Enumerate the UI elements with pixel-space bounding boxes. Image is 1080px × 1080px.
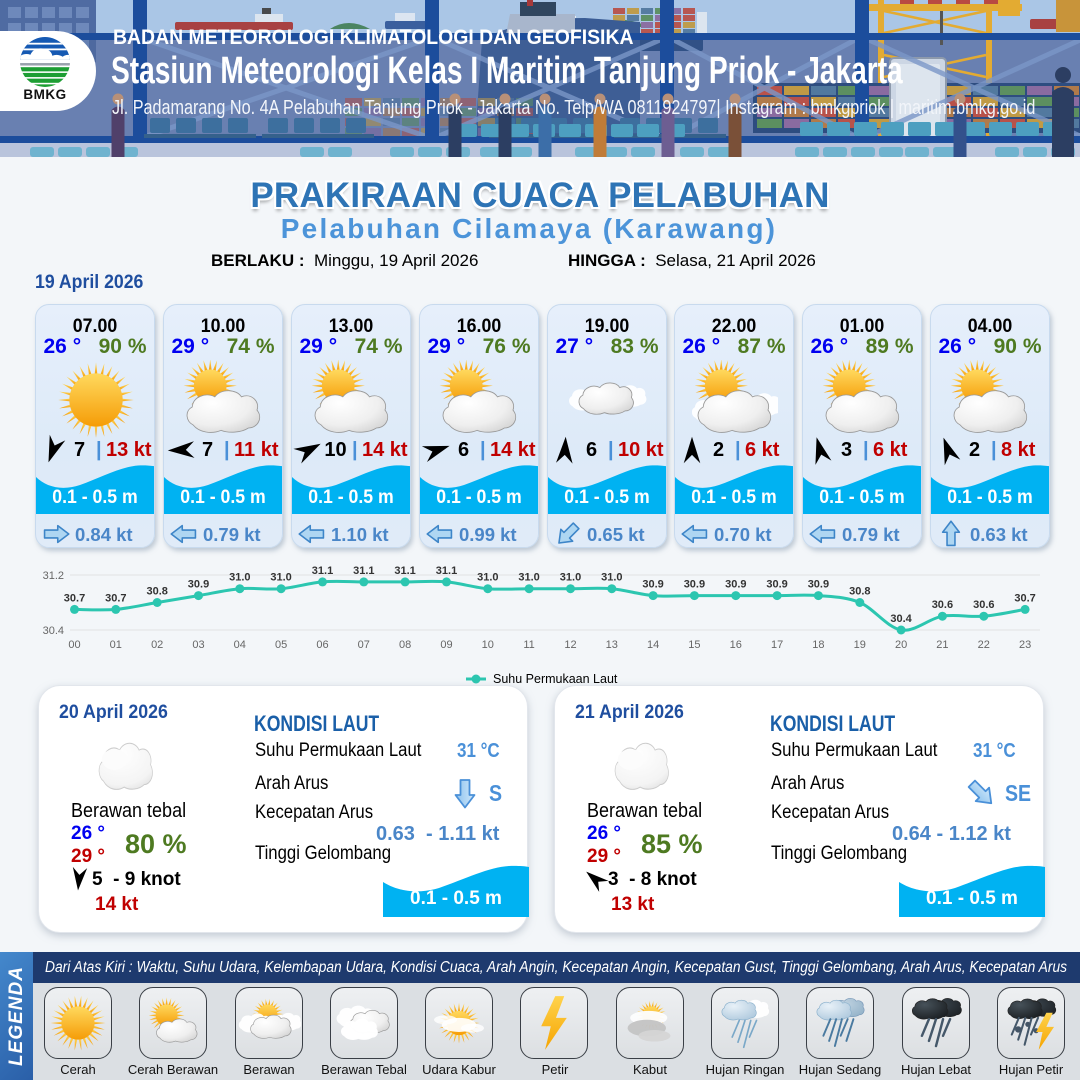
svg-text:30.6: 30.6 [932,599,953,611]
svg-text:30.9: 30.9 [808,579,829,591]
svg-text:20: 20 [895,639,907,651]
svg-text:10: 10 [482,639,494,651]
svg-text:03: 03 [192,639,204,651]
svg-text:30.4: 30.4 [890,613,912,625]
svg-text:30.7: 30.7 [105,592,126,604]
svg-text:30.6: 30.6 [973,599,994,611]
svg-text:15: 15 [688,639,700,651]
svg-text:04: 04 [234,639,246,651]
svg-text:31.0: 31.0 [518,572,539,584]
svg-text:30.9: 30.9 [725,579,746,591]
svg-text:Suhu Permukaan Laut: Suhu Permukaan Laut [493,672,618,686]
svg-text:14: 14 [647,639,659,651]
svg-text:05: 05 [275,639,287,651]
svg-text:31.0: 31.0 [477,572,498,584]
svg-text:23: 23 [1019,639,1031,651]
svg-text:16: 16 [730,639,742,651]
svg-text:11: 11 [523,639,534,651]
svg-text:31.0: 31.0 [560,572,581,584]
svg-text:30.7: 30.7 [64,592,85,604]
svg-text:07: 07 [358,639,370,651]
svg-text:31.1: 31.1 [353,565,374,577]
svg-text:22: 22 [978,639,990,651]
svg-text:31.1: 31.1 [394,565,415,577]
svg-text:31.2: 31.2 [43,570,64,582]
svg-text:30.4: 30.4 [43,625,64,637]
svg-text:13: 13 [606,639,618,651]
svg-text:31.0: 31.0 [601,572,622,584]
svg-text:19: 19 [854,639,866,651]
svg-text:06: 06 [316,639,328,651]
svg-text:17: 17 [771,639,783,651]
svg-text:30.7: 30.7 [1014,592,1035,604]
svg-text:30.8: 30.8 [146,586,167,598]
svg-text:30.9: 30.9 [766,579,787,591]
svg-text:02: 02 [151,639,163,651]
svg-text:31.1: 31.1 [436,565,457,577]
svg-text:30.9: 30.9 [188,579,209,591]
svg-text:31.1: 31.1 [312,565,333,577]
svg-text:00: 00 [68,639,80,651]
svg-text:21: 21 [936,639,948,651]
svg-text:09: 09 [440,639,452,651]
svg-text:30.9: 30.9 [642,579,663,591]
svg-text:01: 01 [110,639,122,651]
svg-text:31.0: 31.0 [270,572,291,584]
svg-text:08: 08 [399,639,411,651]
svg-text:18: 18 [812,639,824,651]
svg-text:12: 12 [564,639,576,651]
svg-text:30.9: 30.9 [684,579,705,591]
svg-text:31.0: 31.0 [229,572,250,584]
svg-text:30.8: 30.8 [849,586,870,598]
